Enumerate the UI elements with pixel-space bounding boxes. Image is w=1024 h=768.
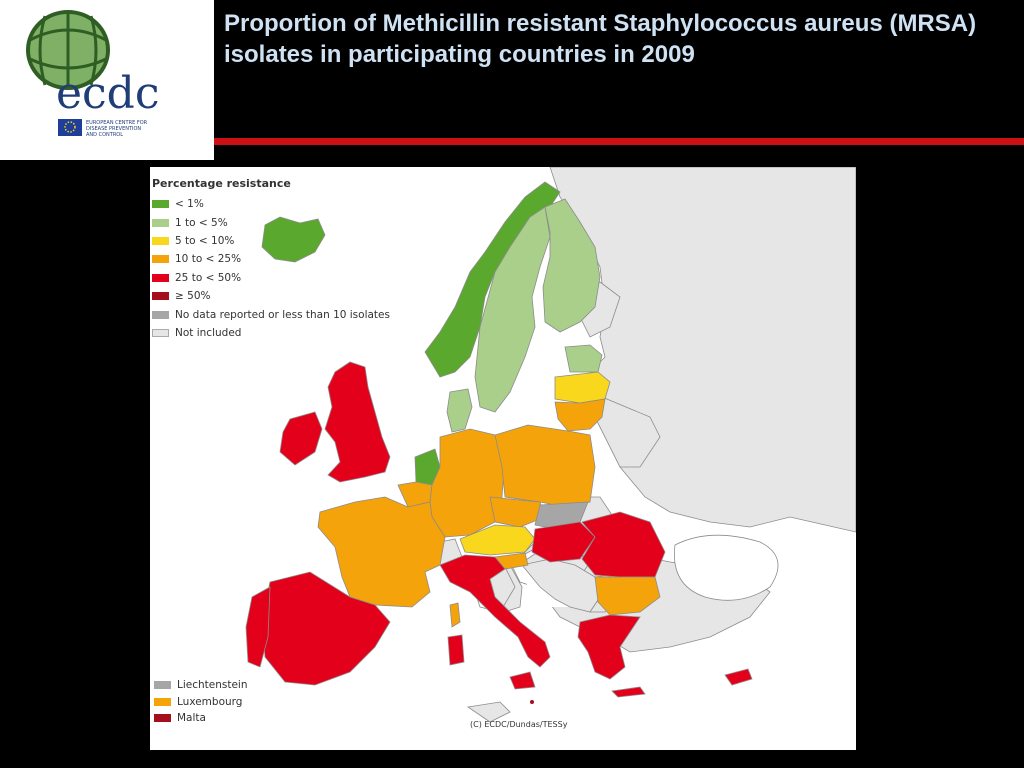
ecdc-wordmark: ecdc bbox=[56, 68, 160, 119]
small-country-label: Liechtenstein bbox=[177, 679, 248, 692]
legend-swatch bbox=[152, 292, 169, 301]
germany bbox=[429, 428, 506, 538]
france bbox=[317, 496, 446, 608]
poland bbox=[494, 424, 596, 508]
hungary bbox=[531, 521, 596, 563]
legend-item: Not included bbox=[152, 324, 390, 342]
sardinia bbox=[447, 634, 465, 666]
united-kingdom bbox=[324, 361, 391, 483]
small-countries-legend: Liechtenstein Luxembourg Malta bbox=[154, 677, 248, 726]
eu-flag-icon bbox=[58, 119, 82, 136]
legend-swatch bbox=[152, 236, 169, 245]
ecdc-logo-graphic: ecdc EUROPEAN CENTRE FOR DISEASE PREVENT… bbox=[26, 10, 160, 138]
corsica bbox=[449, 602, 461, 628]
legend-label: 25 to < 50% bbox=[175, 271, 242, 284]
legend-swatch bbox=[152, 200, 169, 209]
legend-swatch bbox=[154, 681, 171, 690]
legend-label: ≥ 50% bbox=[175, 290, 211, 303]
sicily bbox=[509, 671, 536, 690]
map-legend: Percentage resistance < 1% 1 to < 5% 5 t… bbox=[152, 177, 390, 342]
austria bbox=[459, 524, 536, 556]
europe-map bbox=[245, 167, 856, 723]
globe-icon bbox=[26, 10, 110, 90]
ireland bbox=[279, 411, 323, 466]
agency-line-1: EUROPEAN CENTRE FOR bbox=[86, 120, 148, 126]
finland bbox=[542, 198, 601, 333]
legend-swatch bbox=[154, 697, 171, 706]
small-country-item: Liechtenstein bbox=[154, 677, 248, 693]
czech-republic bbox=[489, 496, 546, 528]
iceland bbox=[261, 216, 326, 263]
header-divider bbox=[214, 138, 1024, 145]
bulgaria bbox=[594, 576, 661, 616]
legend-label: 1 to < 5% bbox=[175, 216, 228, 229]
ecdc-logo: ecdc EUROPEAN CENTRE FOR DISEASE PREVENT… bbox=[0, 0, 214, 160]
estonia bbox=[564, 344, 603, 373]
portugal bbox=[245, 586, 271, 668]
malta bbox=[530, 700, 534, 704]
small-country-item: Luxembourg bbox=[154, 693, 248, 709]
legend-item: 5 to < 10% bbox=[152, 232, 390, 250]
small-country-label: Malta bbox=[177, 711, 206, 724]
greece bbox=[577, 614, 641, 680]
sweden bbox=[474, 206, 551, 413]
legend-item: 25 to < 50% bbox=[152, 269, 390, 287]
cyprus bbox=[724, 668, 753, 686]
legend-swatch bbox=[152, 310, 169, 319]
black-sea-water bbox=[673, 534, 779, 601]
lithuania bbox=[554, 398, 606, 432]
legend-swatch bbox=[152, 218, 169, 227]
legend-item: 10 to < 25% bbox=[152, 250, 390, 268]
near-east-coast bbox=[466, 701, 511, 723]
legend-item: 1 to < 5% bbox=[152, 213, 390, 231]
legend-item: No data reported or less than 10 isolate… bbox=[152, 305, 390, 323]
legend-label: < 1% bbox=[175, 198, 204, 211]
map-panel: Percentage resistance < 1% 1 to < 5% 5 t… bbox=[150, 167, 856, 750]
legend-title: Percentage resistance bbox=[152, 177, 291, 190]
map-copyright: (C) ECDC/Dundas/TESSy bbox=[470, 720, 568, 729]
slide-title: Proportion of Methicillin resistant Stap… bbox=[224, 10, 977, 68]
legend-swatch bbox=[152, 273, 169, 282]
romania bbox=[581, 511, 666, 578]
agency-line-2: DISEASE PREVENTION bbox=[86, 126, 141, 132]
agency-line-3: AND CONTROL bbox=[86, 132, 123, 138]
legend-item: < 1% bbox=[152, 195, 390, 213]
latvia bbox=[554, 371, 611, 404]
legend-label: Not included bbox=[175, 326, 242, 339]
denmark bbox=[446, 388, 473, 433]
legend-swatch bbox=[152, 328, 169, 337]
small-country-label: Luxembourg bbox=[177, 695, 243, 708]
legend-label: 10 to < 25% bbox=[175, 253, 242, 266]
crete bbox=[611, 686, 646, 698]
legend-swatch bbox=[154, 713, 171, 722]
small-country-item: Malta bbox=[154, 710, 248, 726]
legend-item: ≥ 50% bbox=[152, 287, 390, 305]
legend-label: 5 to < 10% bbox=[175, 234, 235, 247]
legend-label: No data reported or less than 10 isolate… bbox=[175, 308, 390, 321]
italy bbox=[439, 554, 551, 668]
legend-swatch bbox=[152, 255, 169, 264]
